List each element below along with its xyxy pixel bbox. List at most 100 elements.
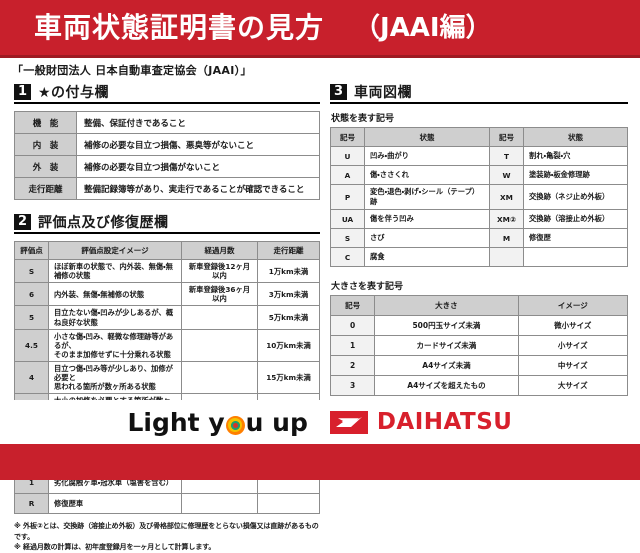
symbol-code-right: XM② xyxy=(489,209,524,229)
page-title: 車両状態証明書の見方 xyxy=(34,10,325,44)
star-criteria-table: 機 能整備、保証付きであること内 装補修の必要な目立つ損傷、悪臭等がないこと外 … xyxy=(14,111,320,200)
table-row: 2 A4サイズ未満 中サイズ xyxy=(329,355,629,376)
grade-value: 6 xyxy=(14,282,49,307)
grade-value: S xyxy=(14,258,49,284)
page-subtitle: （JAAI編） xyxy=(354,12,492,43)
grade-months: 新車登録後36ヶ月以内 xyxy=(181,282,258,307)
association-name: 「一般財団法人 日本自動車査定協会（JAAI）」 xyxy=(12,64,252,77)
size-description: カードサイズ未満 xyxy=(374,335,519,356)
grade-description: ほぼ新車の状態で、内外装、無傷・無補修の状態 xyxy=(48,258,182,284)
size-column-header: イメージ xyxy=(517,295,629,316)
star-criteria-key: 外 装 xyxy=(14,155,77,178)
size-block: 大きさを表す記号 記号 大きさ イメージ 0 500円玉サイズ未満 微小サイズ 1 カードサ… xyxy=(329,279,629,396)
note-line: ※ 経過月数の計算は、初年度登録月を一ヶ月として計算します。 xyxy=(14,543,216,552)
footer-bar xyxy=(0,444,640,480)
grade-description: 内外装、無傷・無補修の状態 xyxy=(48,282,182,307)
grade-months xyxy=(181,492,258,515)
symbol-description-right: 交換跡（ネジ止め外板） xyxy=(523,184,628,210)
symbol-description-left: 傷を伴う凹み xyxy=(364,209,490,229)
slogan: Light y u up DAIHATSU xyxy=(127,410,512,435)
star-criteria-body: 機 能整備、保証付きであること内 装補修の必要な目立つ損傷、悪臭等がないこと外 … xyxy=(14,111,320,200)
table-row: R 修復歴車 xyxy=(14,492,320,515)
header-banner: 車両状態証明書の見方 （JAAI編） xyxy=(0,0,640,55)
grade-distance: 3万km未満 xyxy=(257,282,320,307)
table-row: 0 500円玉サイズ未満 微小サイズ xyxy=(329,315,629,336)
size-image-label: 中サイズ xyxy=(517,355,629,376)
symbol-description-right: 交換跡（溶接止め外板） xyxy=(523,209,628,229)
grade-column-header: 評価点 xyxy=(14,241,49,260)
table-row: 5 目立たない傷・凹みが少しあるが、概ね良好な状態 5万km未満 xyxy=(14,305,320,330)
footer-logo-area: Light y u up DAIHATSU xyxy=(0,400,640,444)
brand-logo: DAIHATSU xyxy=(329,408,513,435)
symbols-table-body: U 凹み・曲がり T 割れ・亀裂・穴 A 傷・ささくれ W 塗装跡・板金修理跡 P 変色・退色・剥… xyxy=(330,146,628,267)
section-2-notes: ※ 外板②とは、交換跡（溶接止め外板）及び骨格部位に修理歴をとらない損傷又は直跡… xyxy=(14,521,320,553)
symbol-code-left: P xyxy=(330,184,365,210)
symbol-description-left: 凹み・曲がり xyxy=(364,146,490,166)
grade-months xyxy=(181,328,258,362)
sizes-table-head: 記号 大きさ イメージ xyxy=(329,295,629,316)
symbol-description-right: 塗装跡・板金修理跡 xyxy=(523,165,628,185)
size-description: 500円玉サイズ未満 xyxy=(374,315,519,336)
symbol-code-right: W xyxy=(489,165,524,185)
symbol-description-left: 傷・ささくれ xyxy=(364,165,490,185)
slogan-after: u up xyxy=(245,407,308,437)
condition-symbols-table: 記号 状態 記号 状態 U 凹み・曲がり T 割れ・亀裂・穴 A 傷・ささくれ W 塗装跡・板金修理… xyxy=(330,127,628,267)
symbols-heading: 状態を表す記号 xyxy=(331,114,395,124)
symbol-code-right: T xyxy=(489,146,524,166)
size-image-label: 大サイズ xyxy=(517,375,629,396)
grade-table-head: 評価点 評価点設定イメージ 経過月数 走行距離 xyxy=(14,241,320,260)
grade-distance: 5万km未満 xyxy=(257,305,320,330)
grade-months: 新車登録後12ヶ月以内 xyxy=(181,258,258,284)
star-criteria-value: 整備、保証付きであること xyxy=(76,111,320,134)
grade-value: 4.5 xyxy=(14,328,49,362)
section-2-heading: 2 評価点及び修復歴欄 xyxy=(14,214,320,234)
symbol-code-left: A xyxy=(330,165,365,185)
size-description: A4サイズ未満 xyxy=(374,355,519,376)
table-row: 4.5 小さな傷・凹み、軽微な修理跡等があるが、 そのまま加修せずに十分乗れる状態 1… xyxy=(14,328,320,362)
grade-months xyxy=(181,360,258,395)
star-criteria-key: 内 装 xyxy=(14,133,77,156)
symbol-code-left: C xyxy=(330,247,365,267)
table-row: 内 装補修の必要な目立つ損傷、悪臭等がないこと xyxy=(14,133,320,156)
star-criteria-value: 整備記録簿等があり、実走行であることが確認できること xyxy=(76,177,320,200)
symbol-column-header: 記号 xyxy=(330,127,365,147)
table-row: UA 傷を伴う凹み XM② 交換跡（溶接止め外板） xyxy=(330,209,628,229)
table-row: 6 内外装、無傷・無補修の状態 新車登録後36ヶ月以内 3万km未満 xyxy=(14,282,320,307)
table-row: U 凹み・曲がり T 割れ・亀裂・穴 xyxy=(330,146,628,166)
table-row: 3 A4サイズを超えたもの 大サイズ xyxy=(329,375,629,396)
table-row: 1 カードサイズ未満 小サイズ xyxy=(329,335,629,356)
section-3-label: 車両図欄 xyxy=(354,85,412,101)
section-2-number: 2 xyxy=(14,214,31,230)
grade-distance: 10万km未満 xyxy=(257,328,320,362)
star-criteria-key: 機 能 xyxy=(14,111,77,134)
note-line: ※ 外板②とは、交換跡（溶接止め外板）及び骨格部位に修理歴をとらない損傷又は直跡… xyxy=(14,522,319,541)
brand-name: DAIHATSU xyxy=(376,408,513,435)
star-criteria-value: 補修の必要な目立つ損傷、悪臭等がないこと xyxy=(76,133,320,156)
grade-description: 修復歴車 xyxy=(48,492,182,515)
sizes-heading: 大きさを表す記号 xyxy=(331,282,404,292)
size-code: 2 xyxy=(329,355,376,376)
table-row: S ほぼ新車の状態で、内外装、無傷・無補修の状態 新車登録後12ヶ月以内 1万km未満 xyxy=(14,258,320,284)
grade-months xyxy=(181,305,258,330)
table-row: P 変色・退色・剥げ・シール（テープ）跡 XM 交換跡（ネジ止め外板） xyxy=(330,184,628,210)
table-row: 機 能整備、保証付きであること xyxy=(14,111,320,134)
symbol-code-right: XM xyxy=(489,184,524,210)
symbol-code-left: U xyxy=(330,146,365,166)
symbol-column-header: 記号 xyxy=(489,127,524,147)
section-1-heading: 1 ★の付与欄 xyxy=(14,84,320,104)
size-image-label: 微小サイズ xyxy=(517,315,629,336)
symbol-code-left: UA xyxy=(330,209,365,229)
table-row: A 傷・ささくれ W 塗装跡・板金修理跡 xyxy=(330,165,628,185)
symbol-description-left: 変色・退色・剥げ・シール（テープ）跡 xyxy=(364,184,490,210)
grade-distance: 1万km未満 xyxy=(257,258,320,284)
grade-value: 4 xyxy=(14,360,49,395)
right-column: 3 車両図欄 状態を表す記号 記号 状態 記号 状態 U 凹み・曲がり T 割れ・亀裂・穴 A… xyxy=(329,84,629,396)
grade-description: 目立つ傷・凹み等が少しあり、加修が必要と 思われる箇所が数ヶ所ある状態 xyxy=(48,360,182,395)
table-row: S さび M 修復歴 xyxy=(330,228,628,248)
size-column-header: 記号 xyxy=(329,295,376,316)
size-code: 3 xyxy=(329,375,376,396)
size-image-label: 小サイズ xyxy=(517,335,629,356)
section-3-heading: 3 車両図欄 xyxy=(330,84,628,104)
size-column-header: 大きさ xyxy=(374,295,519,316)
